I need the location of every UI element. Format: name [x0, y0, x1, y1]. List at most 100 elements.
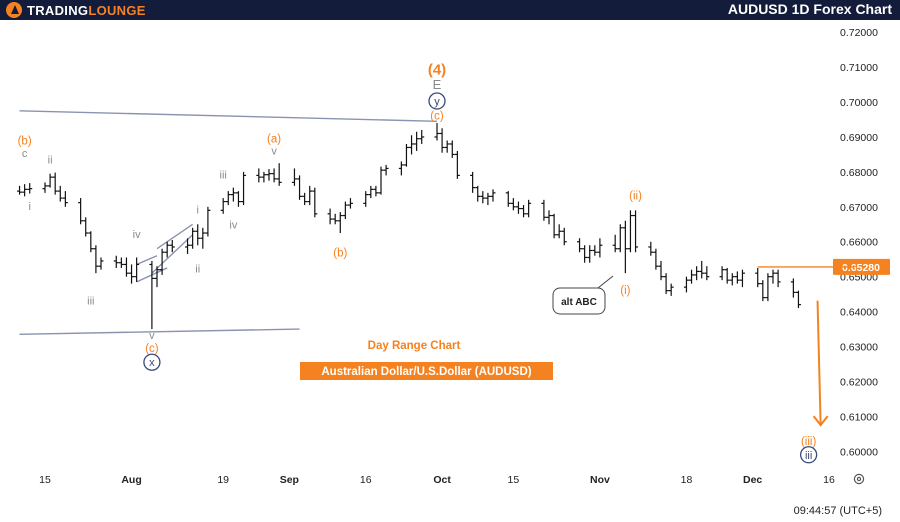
logo-text-trading: TRADING: [27, 2, 89, 18]
ohlc-bar: [475, 185, 481, 202]
ohlc-bar: [668, 283, 674, 296]
ohlc-bar: [419, 130, 425, 144]
ohlc-bar: [694, 266, 700, 281]
ohlc-bar: [627, 210, 633, 253]
alt-abc-box: [552, 287, 606, 315]
header-bar: TRADINGLOUNGE AUDUSD 1D Forex Chart: [0, 0, 900, 20]
ohlc-bar: [368, 185, 374, 199]
wave-label: iv: [229, 219, 237, 231]
ohlc-bar: [302, 192, 308, 206]
ohlc-bar: [403, 143, 409, 167]
ohlc-bar: [241, 171, 247, 206]
ohlc-bar: [648, 241, 654, 256]
ohlc-bar: [164, 241, 170, 258]
ohlc-bar: [149, 260, 155, 330]
ohlc-bar: [653, 248, 659, 270]
ohlc-bar: [755, 267, 761, 288]
y-tick-label: 0.72000: [840, 27, 878, 39]
pair-banner: [300, 362, 553, 380]
ohlc-bar: [373, 185, 379, 197]
x-tick-label: Dec: [743, 474, 762, 486]
ohlc-bar: [266, 169, 272, 181]
ohlc-bar: [98, 257, 104, 270]
ohlc-bar: [154, 266, 160, 288]
ohlc-bar: [633, 210, 639, 253]
trendline: [19, 328, 300, 335]
ohlc-bar: [510, 198, 516, 211]
ohlc-bar: [775, 269, 781, 288]
ohlc-bar: [795, 290, 801, 309]
wave-label: (b): [18, 135, 32, 147]
x-tick-label: 19: [217, 474, 229, 486]
price-tag-label: 0.65280: [842, 262, 880, 274]
y-tick-label: 0.69000: [840, 132, 878, 144]
ohlc-bar: [689, 269, 695, 284]
ohlc-bar: [398, 161, 404, 176]
x-tick-label: Sep: [280, 474, 299, 486]
ohlc-bar: [363, 191, 369, 207]
ohlc-bar: [663, 273, 669, 295]
ohlc-bar: [485, 192, 491, 206]
ohlc-bar: [27, 183, 33, 194]
ohlc-bar: [622, 220, 628, 274]
y-tick-label: 0.61000: [840, 411, 878, 423]
x-tick-label: Aug: [121, 474, 141, 486]
wave-label: ii: [195, 264, 200, 276]
ohlc-bar: [118, 257, 124, 268]
ohlc-bar: [307, 185, 313, 206]
ohlc-bar: [190, 227, 196, 249]
ohlc-bar: [490, 189, 496, 202]
y-tick-label: 0.64000: [840, 307, 878, 319]
y-tick-label: 0.71000: [840, 62, 878, 74]
ohlc-bar: [434, 123, 440, 141]
day-range-label: Day Range Chart: [368, 340, 461, 352]
wave-label: c: [22, 148, 28, 160]
ohlc-bar: [790, 278, 796, 298]
ohlc-bar: [515, 201, 521, 214]
wave-label: (ii): [629, 191, 642, 203]
x-tick-label: 18: [681, 474, 693, 486]
settings-icon[interactable]: [853, 473, 865, 485]
ohlc-bar: [169, 240, 175, 253]
y-tick-label: 0.63000: [840, 342, 878, 354]
ohlc-bar: [551, 213, 557, 239]
ohlc-bar: [719, 266, 725, 281]
ohlc-bar: [734, 271, 740, 284]
x-tick-label: Oct: [433, 474, 451, 486]
ohlc-bar: [439, 128, 445, 153]
ohlc-bar: [347, 198, 353, 209]
ohlc-bar: [449, 140, 455, 158]
logo-text-lounge: LOUNGE: [88, 2, 146, 18]
wave-label: (c): [430, 110, 444, 122]
pair-banner-label: Australian Dollar/U.S.Dollar (AUDUSD): [321, 366, 531, 378]
ohlc-bar: [342, 201, 348, 220]
ohlc-bar: [195, 224, 201, 246]
ohlc-bar: [123, 257, 129, 277]
ohlc-bar: [62, 191, 68, 207]
trendline: [136, 255, 158, 266]
ohlc-bar: [271, 168, 277, 183]
ohlc-bar: [22, 184, 28, 197]
x-tick-label: Nov: [590, 474, 610, 486]
ohlc-bar: [414, 131, 420, 151]
ohlc-bar: [760, 280, 766, 302]
ohlc-bar: [42, 182, 48, 193]
logo-text: TRADINGLOUNGE: [27, 3, 146, 18]
ohlc-bar: [52, 172, 58, 195]
alt-abc-label: alt ABC: [561, 297, 597, 308]
ohlc-bar: [409, 135, 415, 155]
logo[interactable]: TRADINGLOUNGE: [6, 0, 146, 20]
y-tick-label: 0.62000: [840, 376, 878, 388]
projection-arrow: [816, 300, 822, 426]
wave-label: ii: [48, 155, 53, 167]
ohlc-bar: [505, 191, 511, 207]
ohlc-bar: [78, 198, 84, 225]
trendlines-layer: [19, 110, 855, 335]
wave-label-circle: [799, 446, 818, 464]
wave-label: iii: [805, 450, 812, 462]
trendline: [151, 234, 194, 274]
ohlc-bar: [597, 238, 603, 258]
wave-label: E: [433, 77, 442, 92]
